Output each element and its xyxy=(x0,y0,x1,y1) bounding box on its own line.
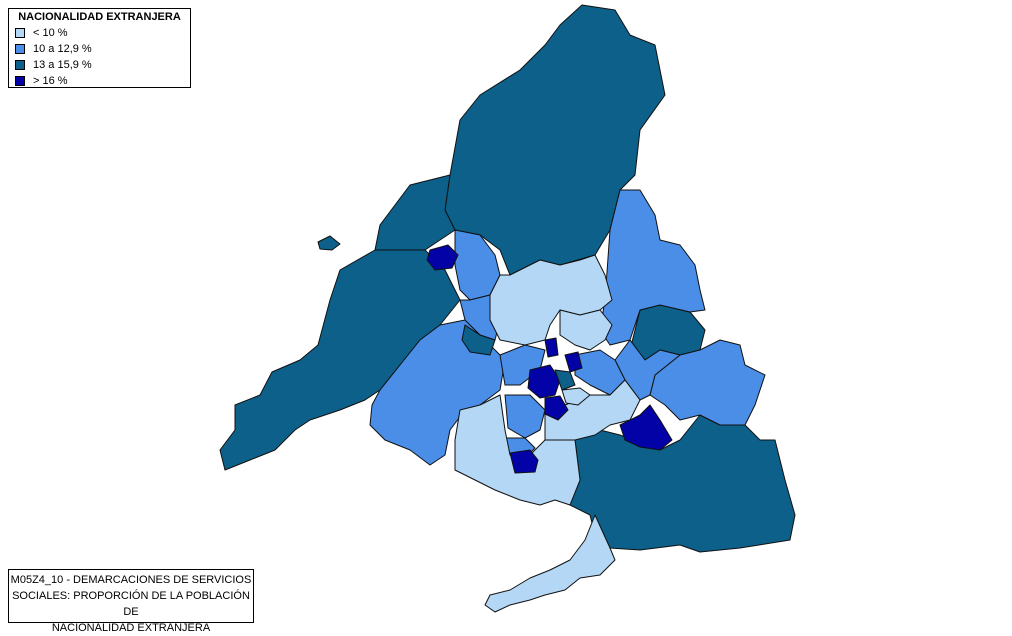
legend-label: 13 a 15,9 % xyxy=(33,59,92,71)
region-hotspot-central-2[interactable] xyxy=(544,395,569,421)
region-central-light[interactable] xyxy=(561,387,591,406)
region-hotspot-central-1[interactable] xyxy=(527,364,561,399)
legend-swatch xyxy=(15,76,25,86)
legend-title: NACIONALIDAD EXTRANJERA xyxy=(18,11,181,23)
legend-label: 10 a 12,9 % xyxy=(33,43,92,55)
region-islet xyxy=(317,235,341,251)
legend-swatch xyxy=(15,44,25,54)
region-central-teal[interactable] xyxy=(554,369,576,391)
legend-swatch xyxy=(15,60,25,70)
region-northeast[interactable] xyxy=(599,189,706,346)
legend-label: > 16 % xyxy=(33,75,68,87)
legend-swatch xyxy=(15,28,25,38)
legend-item: < 10 % xyxy=(15,25,184,41)
legend: NACIONALIDAD EXTRANJERA < 10 % 10 a 12,9… xyxy=(8,8,191,88)
region-southeast-tail[interactable] xyxy=(484,514,616,613)
region-southeast[interactable] xyxy=(569,414,796,553)
caption-line: M05Z4_10 - DEMARCACIONES DE SERVICIOS xyxy=(10,574,252,586)
legend-label: < 10 % xyxy=(33,27,68,39)
region-west-teal-small[interactable] xyxy=(461,324,496,356)
region-hotspot-south[interactable] xyxy=(509,449,539,474)
caption-line: SOCIALES: PROPORCIÓN DE LA POBLACIÓN DE xyxy=(12,590,250,618)
region-inner-south[interactable] xyxy=(504,394,546,439)
legend-item: 10 a 12,9 % xyxy=(15,41,184,57)
legend-item: > 16 % xyxy=(15,73,184,89)
caption-line: NACIONALIDAD EXTRANJERA xyxy=(51,622,211,634)
region-east[interactable] xyxy=(649,339,766,426)
region-south[interactable] xyxy=(454,394,581,506)
region-hotspot-central-4[interactable] xyxy=(544,337,559,358)
map-caption: M05Z4_10 - DEMARCACIONES DE SERVICIOS SO… xyxy=(8,569,254,634)
region-central-north[interactable] xyxy=(559,309,613,351)
region-hotspot-central-3[interactable] xyxy=(564,351,583,373)
region-hotspot-northwest[interactable] xyxy=(426,244,459,271)
region-hotspot-east[interactable] xyxy=(619,404,673,451)
region-northwest[interactable] xyxy=(374,174,456,256)
legend-item: 13 a 15,9 % xyxy=(15,57,184,73)
